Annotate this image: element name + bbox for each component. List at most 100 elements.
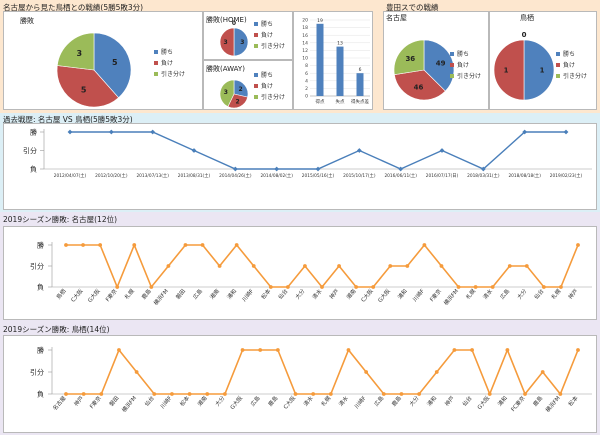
y-tick-label: 勝 (37, 345, 44, 354)
data-point (473, 285, 478, 289)
x-tick-label: 2013/07/13(土) (136, 172, 169, 179)
data-point (576, 243, 580, 247)
data-point (381, 392, 386, 396)
home-panel: 勝敗(HOME) 3 3 0 勝ち 負け 引き分け (203, 11, 293, 60)
x-tick-label: C大阪 (359, 287, 375, 304)
bar-value-label: 6 (359, 67, 362, 73)
data-point (505, 348, 510, 352)
data-point (81, 392, 86, 396)
legend-label: 引き分け (261, 43, 286, 50)
data-point (217, 264, 222, 268)
toyota-nagoya-title: 名古屋 (386, 14, 407, 22)
toyota-tosu-pie-chart: 1 1 0 (493, 31, 555, 101)
series-line (66, 242, 579, 290)
pie-value-label: 1 (504, 66, 509, 74)
legend-item: 負け (154, 57, 185, 68)
data-point (275, 348, 280, 352)
y-tick-label: 0 (305, 94, 308, 100)
data-point (540, 370, 545, 374)
legend-item: 負け (254, 29, 285, 40)
data-point (576, 348, 580, 352)
x-tick-label: 鹿島 (266, 394, 280, 408)
data-point (234, 243, 239, 247)
x-tick-label: 清水 (337, 394, 351, 408)
x-tick-label: 2016/06/11(土) (384, 172, 417, 179)
data-point (232, 166, 238, 172)
data-point (132, 243, 137, 247)
data-point (274, 166, 280, 172)
legend-item: 勝ち (556, 48, 587, 59)
x-tick-label: 浦和 (396, 287, 409, 301)
data-point (541, 285, 546, 289)
data-point (117, 348, 121, 352)
history-panel: 勝引分負 2012/04/07(土) 2012/10/20(土) 2013/07/13… (3, 123, 597, 210)
data-point (108, 129, 114, 135)
pie-slice (219, 27, 235, 57)
toyota-nagoya-panel: 名古屋 49 46 36 勝ち 負け 引き分け (383, 11, 489, 110)
x-tick-label: 名古屋 (51, 394, 68, 412)
x-tick-label: 浦和 (496, 394, 509, 408)
legend-label: 負け (261, 83, 274, 90)
data-point (303, 264, 307, 268)
legend-swatch (154, 71, 158, 76)
x-tick-label: 2012/04/07(土) (54, 172, 87, 179)
data-point (523, 392, 527, 396)
legend-label: 負け (563, 62, 576, 69)
legend-label: 勝ち (563, 51, 576, 58)
data-point (522, 129, 528, 135)
overall-pie-chart: 5 5 3 (56, 32, 132, 108)
pie-slice (493, 39, 525, 101)
x-tick-label: F東京 (103, 287, 119, 303)
pie-value-label: 49 (436, 60, 446, 68)
series-line (66, 347, 579, 397)
pie-slice (56, 32, 95, 71)
y-tick-label: 20 (302, 18, 308, 24)
legend-swatch (254, 32, 258, 37)
x-tick-label: 2019/02/23(土) (550, 172, 583, 179)
x-tick-label: 川崎F (352, 394, 367, 410)
legend-label: 勝ち (161, 49, 174, 56)
data-point (166, 264, 171, 268)
data-point (205, 392, 210, 396)
x-tick-label: 湘南 (208, 287, 222, 301)
data-point (490, 285, 495, 289)
y-tick-label: 18 (302, 25, 308, 31)
data-point (240, 348, 245, 352)
y-tick-label: 16 (302, 33, 308, 39)
tosu-section-title: 2019シーズン勝敗: 鳥栖(14位) (3, 325, 110, 334)
data-point (563, 129, 569, 135)
series-line (70, 131, 566, 170)
away-panel: 勝敗(AWAY) 2 2 3 勝ち 負け 引き分け (203, 60, 293, 110)
data-point (191, 148, 197, 153)
data-point (439, 148, 445, 153)
legend-swatch (556, 51, 560, 56)
x-tick-label: 仙台 (460, 394, 474, 408)
pie-slice (423, 39, 455, 92)
legend-label: 勝ち (457, 51, 470, 58)
legend-swatch (556, 73, 560, 78)
legend-label: 引き分け (261, 94, 286, 101)
pie-slice (233, 79, 249, 98)
pie-slice (394, 69, 446, 101)
x-tick-label: 川崎F (240, 287, 255, 303)
y-tick-label: 負 (37, 389, 44, 398)
x-tick-label: 川崎F (411, 287, 426, 303)
legend-label: 勝ち (261, 72, 274, 79)
pie-slice (219, 79, 235, 108)
data-point (64, 392, 68, 396)
legend-item: 勝ち (154, 46, 185, 57)
toyota-tosu-legend: 勝ち 負け 引き分け (556, 48, 587, 81)
y-tick-label: 4 (305, 78, 308, 84)
overall-panel: 勝敗 5 5 3 勝ち 負け 引き分け (3, 11, 203, 110)
x-tick-label: 得点 (316, 98, 325, 105)
legend-swatch (154, 49, 158, 54)
overall-section-title: 名古屋から見た鳥栖との戦績(5勝5敗3分) (3, 3, 144, 12)
data-point (558, 392, 563, 396)
data-point (452, 348, 457, 352)
y-tick-label: 引分 (30, 367, 44, 376)
x-tick-label: 2018/03/31(土) (467, 172, 500, 179)
y-tick-label: 負 (37, 282, 44, 291)
legend-item: 引き分け (450, 70, 481, 81)
data-point (149, 285, 154, 289)
x-tick-label: G大阪 (86, 287, 102, 304)
